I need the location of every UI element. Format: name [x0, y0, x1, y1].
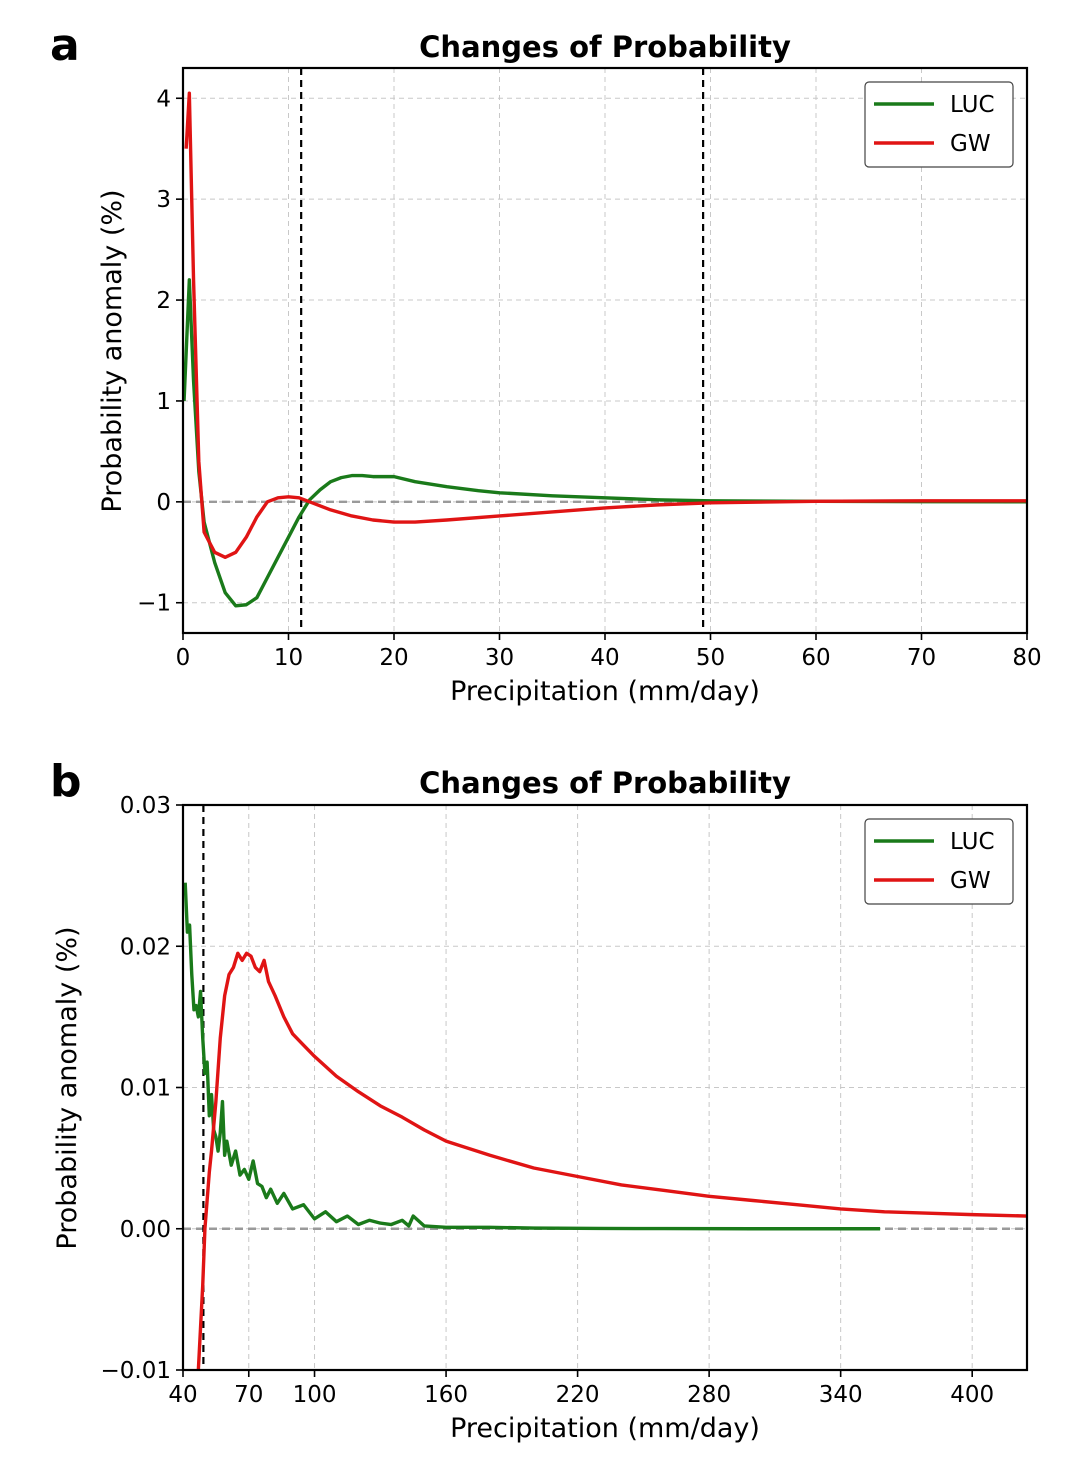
- x-tick-label: 100: [293, 1382, 337, 1408]
- panel-b: b Changes of Probability 40 70 100 160 220 28…: [50, 756, 1029, 1444]
- legend-label-gw: GW: [950, 131, 991, 157]
- panel-a-title: Changes of Probability: [419, 30, 791, 64]
- x-tick-label: 70: [234, 1382, 263, 1408]
- y-tick-label: −0.01: [101, 1358, 171, 1384]
- y-tick-label: 4: [156, 86, 171, 112]
- panel-b-series: [183, 882, 1027, 1370]
- x-tick-label: 50: [696, 645, 725, 671]
- y-tick-label: −1: [137, 591, 171, 617]
- series-line-luc: [183, 882, 881, 1231]
- legend-label-luc: LUC: [950, 92, 995, 118]
- panel-letter-a: a: [50, 20, 80, 71]
- legend-label-luc: LUC: [950, 829, 995, 855]
- panel-b-y-ticks: −0.01 0.00 0.01 0.02 0.03: [101, 793, 183, 1384]
- x-tick-label: 400: [950, 1382, 994, 1408]
- x-tick-label: 160: [424, 1382, 468, 1408]
- panel-a: a Changes of Probability 0 10 20 30 40 50 60 70…: [50, 20, 1042, 707]
- x-tick-label: 70: [907, 645, 936, 671]
- x-tick-label: 0: [176, 645, 191, 671]
- series-line-gw: [184, 91, 1027, 560]
- panel-a-x-axis-label: Precipitation (mm/day): [450, 676, 760, 707]
- y-tick-label: 0: [156, 490, 171, 516]
- y-tick-label: 0.02: [120, 934, 171, 960]
- series-line-gw: [196, 951, 1027, 1370]
- panel-b-legend: LUC GW: [864, 818, 1014, 905]
- x-tick-label: 20: [379, 645, 408, 671]
- x-tick-label: 60: [801, 645, 830, 671]
- x-tick-label: 30: [485, 645, 514, 671]
- y-tick-label: 3: [156, 187, 171, 213]
- x-tick-label: 220: [556, 1382, 600, 1408]
- panel-a-legend: LUC GW: [864, 81, 1014, 168]
- panel-letter-b: b: [50, 756, 82, 807]
- panel-b-x-ticks: 40 70 100 160 220 280 340 400: [168, 1370, 994, 1408]
- x-tick-label: 40: [590, 645, 619, 671]
- panel-a-y-axis-label: Probability anomaly (%): [97, 189, 128, 512]
- panel-b-y-axis-label: Probability anomaly (%): [52, 926, 83, 1249]
- y-tick-label: 2: [156, 288, 171, 314]
- y-tick-label: 1: [156, 389, 171, 415]
- panel-b-x-axis-label: Precipitation (mm/day): [450, 1413, 760, 1444]
- panel-a-y-ticks: −1 0 1 2 3 4: [137, 86, 183, 617]
- y-tick-label: 0.01: [120, 1076, 171, 1102]
- x-tick-label: 80: [1012, 645, 1041, 671]
- x-tick-label: 40: [168, 1382, 197, 1408]
- x-tick-label: 280: [687, 1382, 731, 1408]
- y-tick-label: 0.03: [120, 793, 171, 819]
- panel-a-series: [183, 91, 1027, 608]
- panel-a-x-ticks: 0 10 20 30 40 50 60 70 80: [176, 633, 1042, 671]
- y-tick-label: 0.00: [120, 1217, 171, 1243]
- panel-b-title: Changes of Probability: [419, 766, 791, 800]
- legend-label-gw: GW: [950, 868, 991, 894]
- x-tick-label: 340: [819, 1382, 863, 1408]
- x-tick-label: 10: [274, 645, 303, 671]
- series-line-luc: [183, 278, 1027, 608]
